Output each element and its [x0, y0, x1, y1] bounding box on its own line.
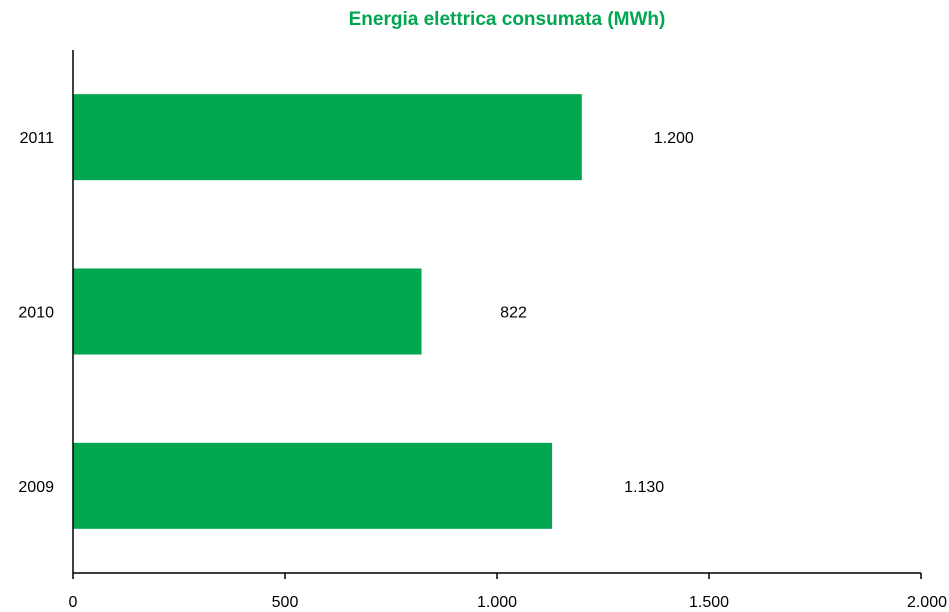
x-tick-label: 1.500 [689, 594, 729, 611]
x-tick-label: 0 [69, 594, 78, 611]
bar-2009 [73, 442, 553, 529]
data-labels-group: 1.130 822 1.200 [500, 130, 694, 496]
data-label-2009: 1.130 [624, 479, 664, 496]
bars-group [73, 94, 582, 529]
category-label-2010: 2010 [18, 304, 54, 321]
bar-2010 [73, 268, 422, 355]
x-ticks-group: 0 500 1.000 1.500 2.000 [69, 573, 947, 611]
x-tick-label: 1.000 [477, 594, 517, 611]
category-label-2011: 2011 [20, 130, 55, 147]
data-label-2010: 822 [500, 304, 527, 321]
category-labels-group: 2009 2010 2011 [18, 130, 54, 496]
data-label-2011: 1.200 [654, 130, 694, 147]
category-label-2009: 2009 [18, 479, 54, 496]
bar-2011 [73, 94, 582, 181]
x-tick-label: 500 [272, 594, 299, 611]
chart-title: Energia elettrica consumata (MWh) [349, 9, 666, 30]
x-tick-label: 2.000 [907, 594, 947, 611]
